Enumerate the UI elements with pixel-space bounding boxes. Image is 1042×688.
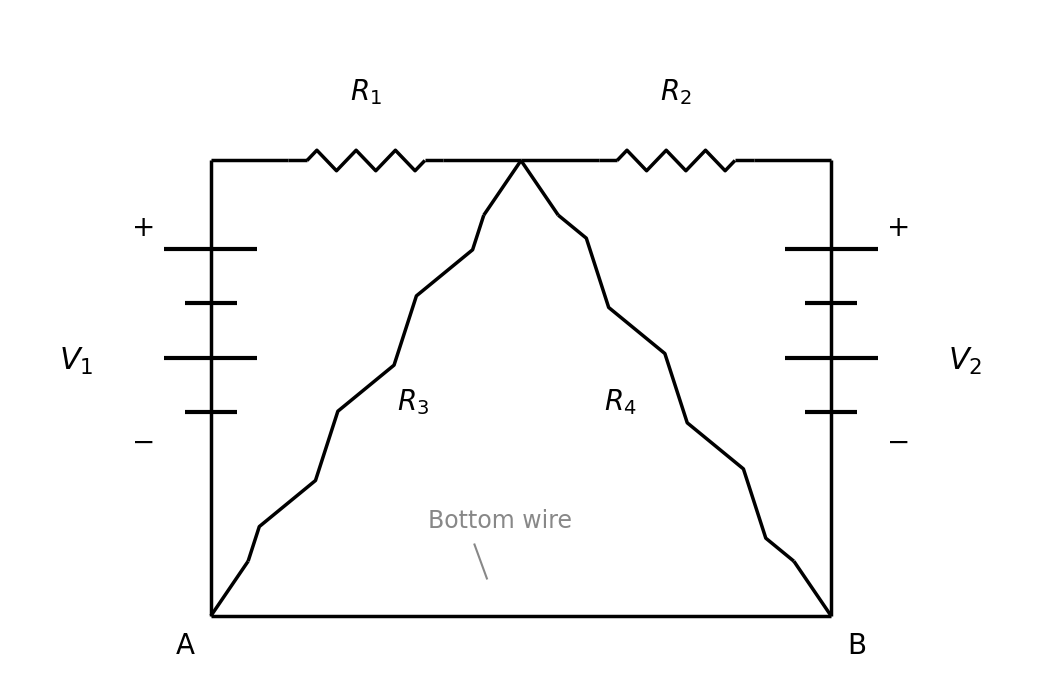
Text: A: A — [175, 632, 195, 660]
Text: +: + — [887, 215, 910, 242]
Text: $R_1$: $R_1$ — [350, 78, 382, 107]
Text: $R_2$: $R_2$ — [661, 78, 692, 107]
Text: B: B — [847, 632, 867, 660]
Text: $V_1$: $V_1$ — [59, 345, 94, 376]
Text: +: + — [132, 215, 155, 242]
Text: −: − — [887, 429, 910, 457]
Text: $V_2$: $V_2$ — [948, 345, 983, 376]
Text: $R_4$: $R_4$ — [603, 387, 637, 417]
Text: Bottom wire: Bottom wire — [428, 508, 572, 533]
Text: $R_3$: $R_3$ — [397, 387, 429, 417]
Text: −: − — [132, 429, 155, 457]
